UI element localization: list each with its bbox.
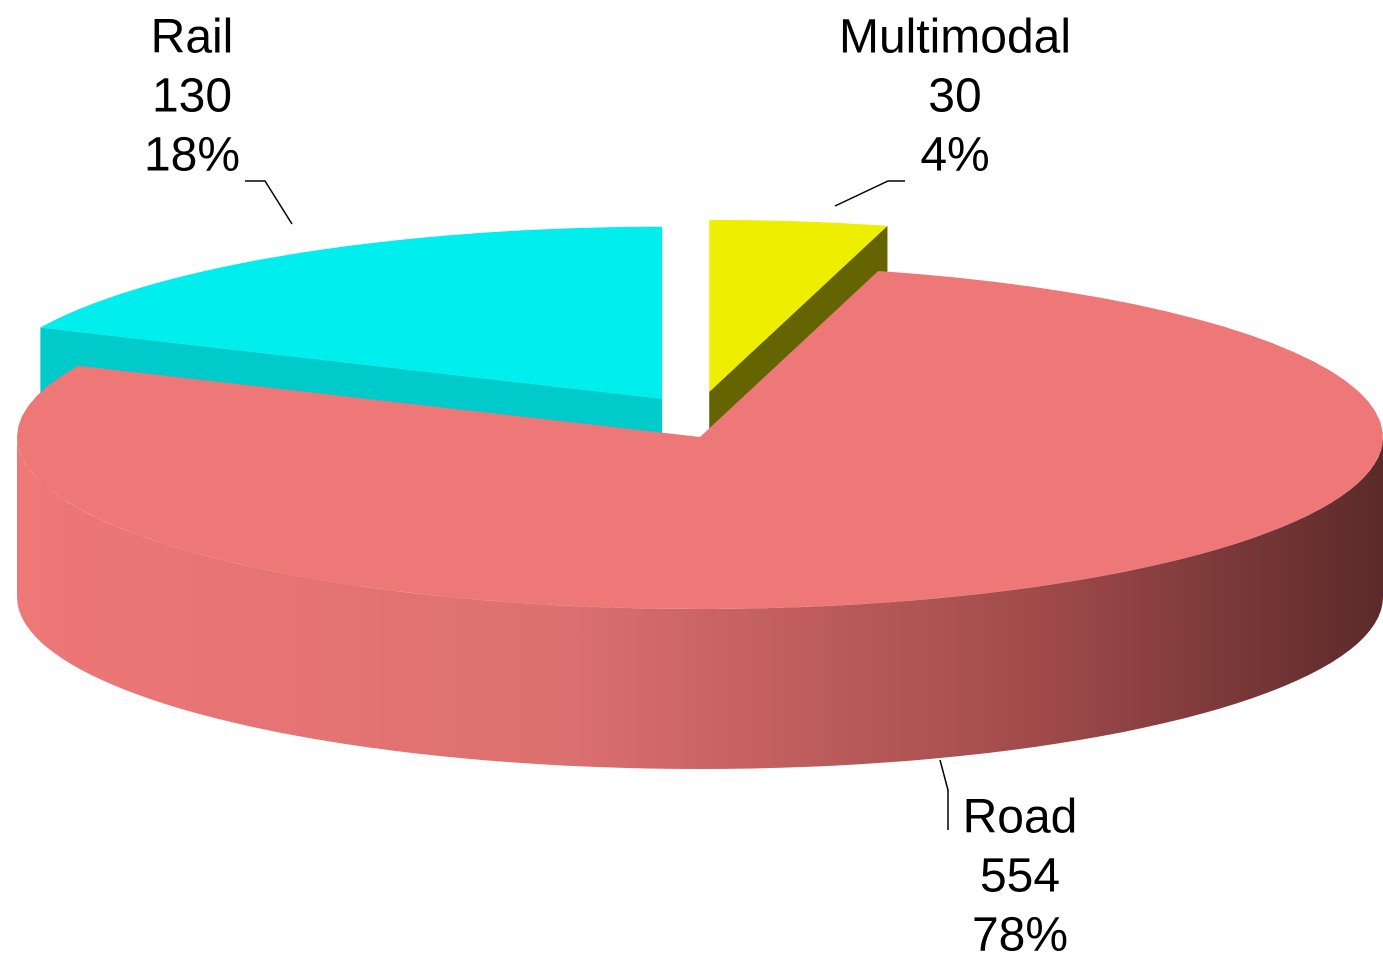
category-label: Road — [963, 791, 1078, 844]
value-label: 130 — [152, 70, 232, 123]
slice-side — [17, 437, 1383, 769]
slices — [17, 219, 1383, 769]
value-label: 30 — [928, 70, 981, 123]
percent-label: 78% — [972, 909, 1068, 962]
labels: Multimodal 30 4% Road 554 78% Rail 130 18% — [144, 11, 1077, 962]
slice — [40, 226, 663, 399]
category-label: Rail — [151, 11, 234, 64]
slice — [17, 270, 1383, 609]
percent-label: 4% — [920, 129, 989, 182]
leader-line — [834, 180, 905, 207]
value-label: 554 — [980, 850, 1060, 903]
percent-label: 18% — [144, 129, 240, 182]
leader-line — [939, 759, 949, 830]
category-label: Multimodal — [839, 11, 1071, 64]
slice — [709, 219, 888, 392]
leader-line — [245, 180, 293, 225]
